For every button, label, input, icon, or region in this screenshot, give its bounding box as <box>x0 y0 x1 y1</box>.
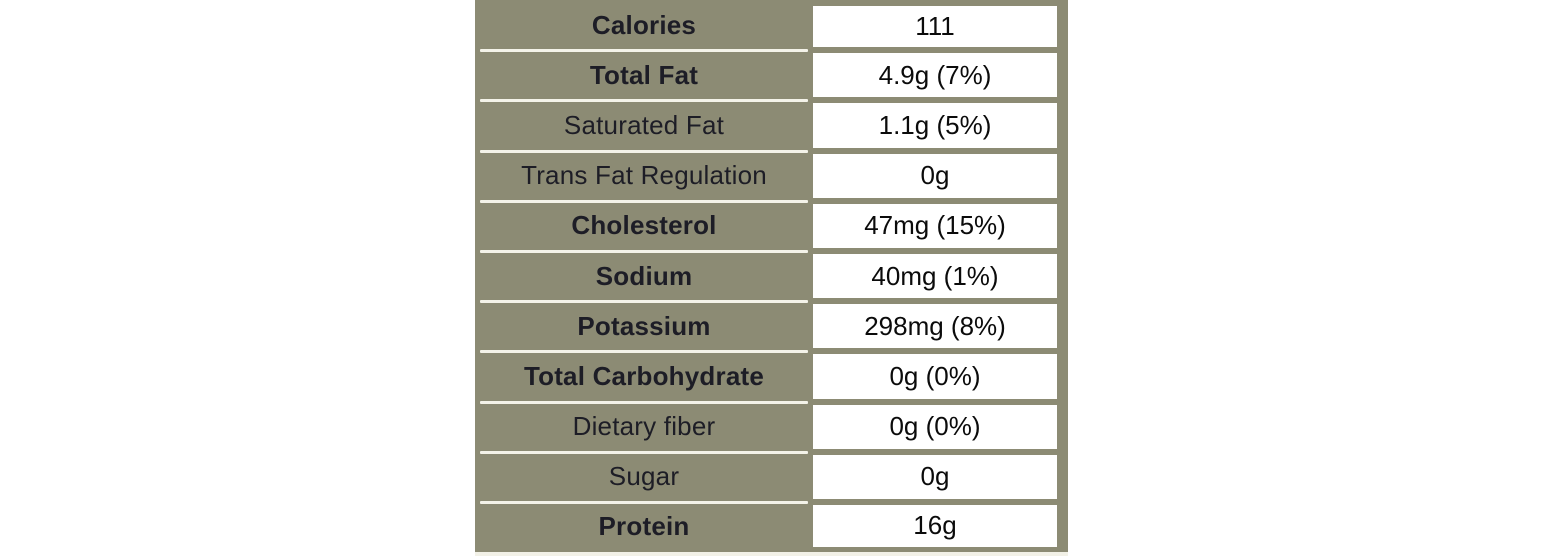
nutrient-value: 4.9g (7%) <box>878 59 992 90</box>
row-separator <box>480 300 808 304</box>
table-row: Calories 111 <box>475 0 1068 53</box>
nutrient-value-cell: 1.1g (5%) <box>813 103 1057 148</box>
nutrient-value-cell: 4.9g (7%) <box>813 53 1057 98</box>
nutrient-value-cell: 111 <box>813 6 1057 48</box>
nutrient-value: 0g <box>920 160 950 191</box>
nutrient-label: Potassium <box>577 310 711 341</box>
nutrient-label: Total Fat <box>589 59 699 90</box>
nutrient-label: Calories <box>591 9 697 40</box>
nutrient-label-cell: Potassium <box>475 301 813 351</box>
table-row: Cholesterol 47mg (15%) <box>475 201 1068 253</box>
row-separator <box>480 400 808 404</box>
nutrient-label: Total Carbohydrate <box>523 360 765 391</box>
nutrient-value: 0g (0%) <box>889 360 981 391</box>
nutrient-label-cell: Cholesterol <box>475 201 813 251</box>
row-separator <box>480 49 808 53</box>
nutrient-label: Protein <box>598 511 690 542</box>
nutrient-label: Trans Fat Regulation <box>521 160 767 191</box>
nutrient-label-cell: Sodium <box>475 251 813 301</box>
nutrient-value-cell: 0g (0%) <box>813 354 1057 399</box>
nutrient-value: 1.1g (5%) <box>878 109 992 140</box>
nutrient-label-cell: Protein <box>475 502 813 552</box>
nutrient-label: Saturated Fat <box>563 109 725 140</box>
nutrient-label: Cholesterol <box>571 210 717 241</box>
nutrient-value-cell: 298mg (8%) <box>813 304 1057 349</box>
table-row: Dietary fiber 0g (0%) <box>475 402 1068 454</box>
nutrient-value-cell: 0g <box>813 454 1057 499</box>
nutrient-label-cell: Trans Fat Regulation <box>475 151 813 201</box>
nutrition-facts-table: Calories 111 Total Fat 4.9g (7%) Saturat… <box>475 0 1068 556</box>
row-separator <box>480 99 808 103</box>
nutrient-label-cell: Total Fat <box>475 50 813 100</box>
row-separator <box>480 350 808 354</box>
nutrient-value: 0g <box>920 461 950 492</box>
nutrient-value: 16g <box>913 510 957 541</box>
nutrient-label-cell: Calories <box>475 0 813 50</box>
nutrient-value-cell: 40mg (1%) <box>813 253 1057 299</box>
nutrient-label: Sugar <box>608 461 680 492</box>
nutrient-label-cell: Sugar <box>475 452 813 502</box>
row-separator <box>480 500 808 504</box>
nutrient-value-cell: 0g (0%) <box>813 404 1057 449</box>
row-separator <box>480 249 808 253</box>
nutrient-value: 40mg (1%) <box>871 260 999 291</box>
table-row: Total Carbohydrate 0g (0%) <box>475 351 1068 404</box>
row-separator <box>480 450 808 454</box>
nutrient-value-cell: 0g <box>813 153 1057 198</box>
nutrient-value-cell: 16g <box>813 504 1057 548</box>
nutrient-label-cell: Saturated Fat <box>475 100 813 150</box>
row-separator <box>480 199 808 203</box>
table-row: Trans Fat Regulation 0g <box>475 151 1068 203</box>
nutrient-value: 298mg (8%) <box>864 310 1006 341</box>
nutrient-label-cell: Total Carbohydrate <box>475 351 813 401</box>
table-row: Protein 16g <box>475 502 1068 552</box>
table-row: Total Fat 4.9g (7%) <box>475 50 1068 103</box>
nutrient-value: 0g (0%) <box>889 411 981 442</box>
table-row: Sodium 40mg (1%) <box>475 251 1068 304</box>
nutrient-label: Sodium <box>595 260 693 291</box>
nutrient-value: 47mg (15%) <box>864 210 1006 241</box>
nutrient-value-cell: 47mg (15%) <box>813 203 1057 248</box>
table-row: Saturated Fat 1.1g (5%) <box>475 100 1068 153</box>
nutrient-label-cell: Dietary fiber <box>475 402 813 452</box>
nutrient-label: Dietary fiber <box>572 411 716 442</box>
row-separator <box>480 149 808 153</box>
nutrient-value: 111 <box>915 11 955 42</box>
table-row: Sugar 0g <box>475 452 1068 504</box>
table-row: Potassium 298mg (8%) <box>475 301 1068 354</box>
